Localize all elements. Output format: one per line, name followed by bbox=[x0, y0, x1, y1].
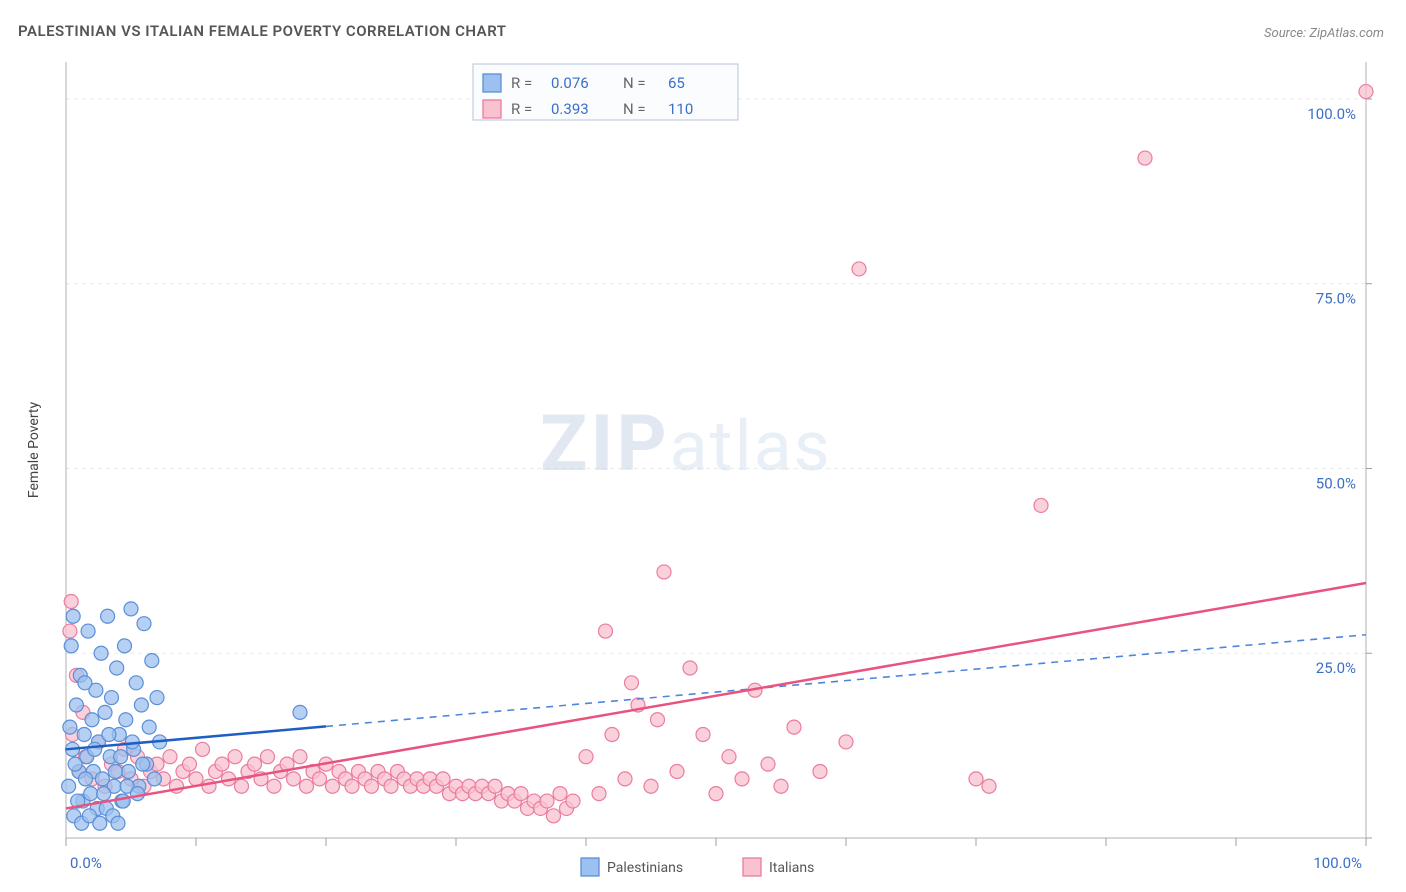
chart-container: ZIPatlas 25.0% 50.0% 75.0% 100.0% 0.0% 100.0% F… bbox=[18, 50, 1388, 882]
svg-text:50.0%: 50.0% bbox=[1316, 474, 1356, 492]
svg-text:100.0%: 100.0% bbox=[1307, 105, 1356, 123]
svg-text:N =: N = bbox=[623, 100, 646, 118]
svg-text:110: 110 bbox=[668, 100, 693, 118]
svg-text:0.393: 0.393 bbox=[551, 100, 589, 118]
svg-text:Italians: Italians bbox=[769, 860, 814, 876]
svg-text:65: 65 bbox=[668, 74, 685, 92]
svg-text:R =: R = bbox=[511, 100, 532, 118]
svg-text:ZIPatlas: ZIPatlas bbox=[540, 399, 832, 490]
svg-text:Female Poverty: Female Poverty bbox=[26, 402, 42, 499]
svg-text:0.0%: 0.0% bbox=[70, 854, 102, 872]
source-label: Source: ZipAtlas.com bbox=[1264, 26, 1384, 41]
svg-text:R =: R = bbox=[511, 74, 532, 92]
svg-text:0.076: 0.076 bbox=[551, 74, 589, 92]
svg-text:25.0%: 25.0% bbox=[1316, 659, 1356, 677]
svg-text:100.0%: 100.0% bbox=[1313, 854, 1362, 872]
svg-text:75.0%: 75.0% bbox=[1316, 290, 1356, 308]
chart-title: PALESTINIAN VS ITALIAN FEMALE POVERTY CO… bbox=[18, 22, 506, 40]
svg-text:N =: N = bbox=[623, 74, 646, 92]
svg-text:Palestinians: Palestinians bbox=[607, 860, 683, 876]
scatter-chart: ZIPatlas 25.0% 50.0% 75.0% 100.0% 0.0% 100.0% F… bbox=[18, 50, 1388, 882]
